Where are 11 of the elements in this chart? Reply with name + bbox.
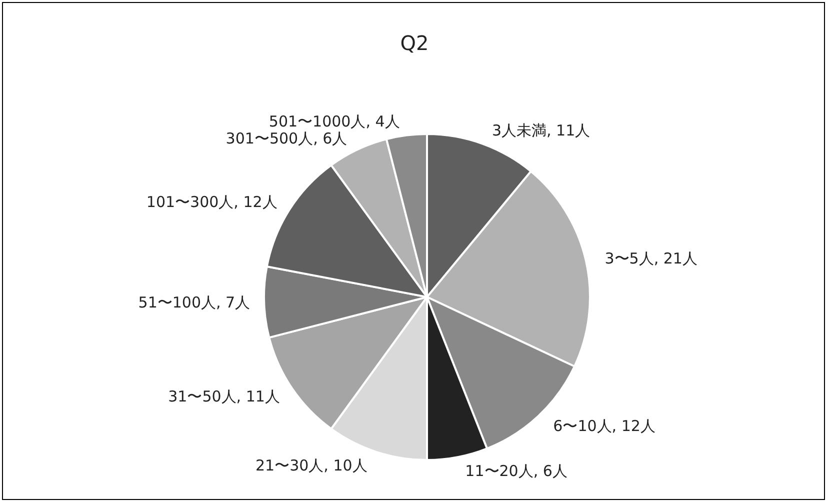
slice-label: 51〜100人, 7人	[138, 294, 250, 312]
slice-label: 3人未満, 11人	[492, 121, 590, 140]
slice-label: 3〜5人, 21人	[604, 249, 698, 268]
slice-label: 11〜20人, 6人	[465, 462, 568, 480]
slice-label: 501〜1000人, 4人	[268, 112, 400, 130]
slice-label: 101〜300人, 12人	[146, 193, 278, 212]
slice-label: 301〜500人, 6人	[226, 129, 348, 148]
slice-label: 6〜10人, 12人	[553, 417, 656, 436]
slice-label: 31〜50人, 11人	[168, 387, 280, 406]
slice-label: 21〜30人, 10人	[256, 456, 368, 474]
chart-title: Q2	[400, 31, 429, 55]
